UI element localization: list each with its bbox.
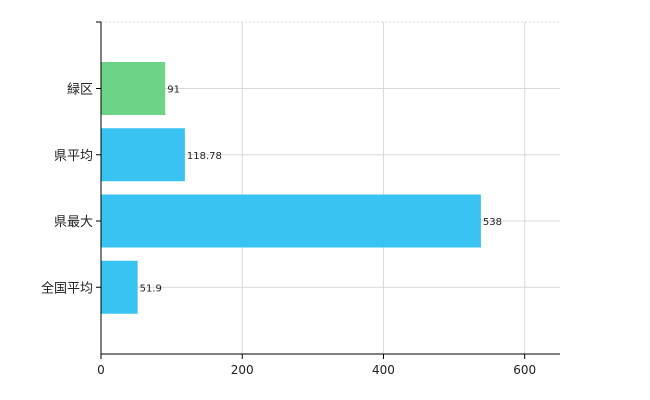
- x-tick-label: 600: [513, 363, 536, 377]
- axis-layer: [96, 21, 560, 359]
- data-label: 51.9: [140, 283, 162, 294]
- bar: [101, 260, 138, 314]
- category-label: 県平均: [54, 149, 93, 164]
- category-label: 県最大: [54, 215, 93, 230]
- data-label: 91: [167, 85, 180, 96]
- data-label: 118.78: [187, 151, 222, 162]
- x-tick-label: 0: [97, 363, 105, 377]
- data-label: 538: [483, 217, 502, 228]
- category-label: 緑区: [67, 83, 93, 98]
- bar: [101, 128, 185, 182]
- bar: [101, 194, 481, 248]
- x-tick-label: 200: [231, 363, 254, 377]
- grid-layer: [101, 21, 560, 354]
- bar: [101, 62, 166, 115]
- category-label: 全国平均: [41, 280, 93, 296]
- x-tick-label: 400: [372, 363, 395, 377]
- bar-layer: [101, 62, 481, 314]
